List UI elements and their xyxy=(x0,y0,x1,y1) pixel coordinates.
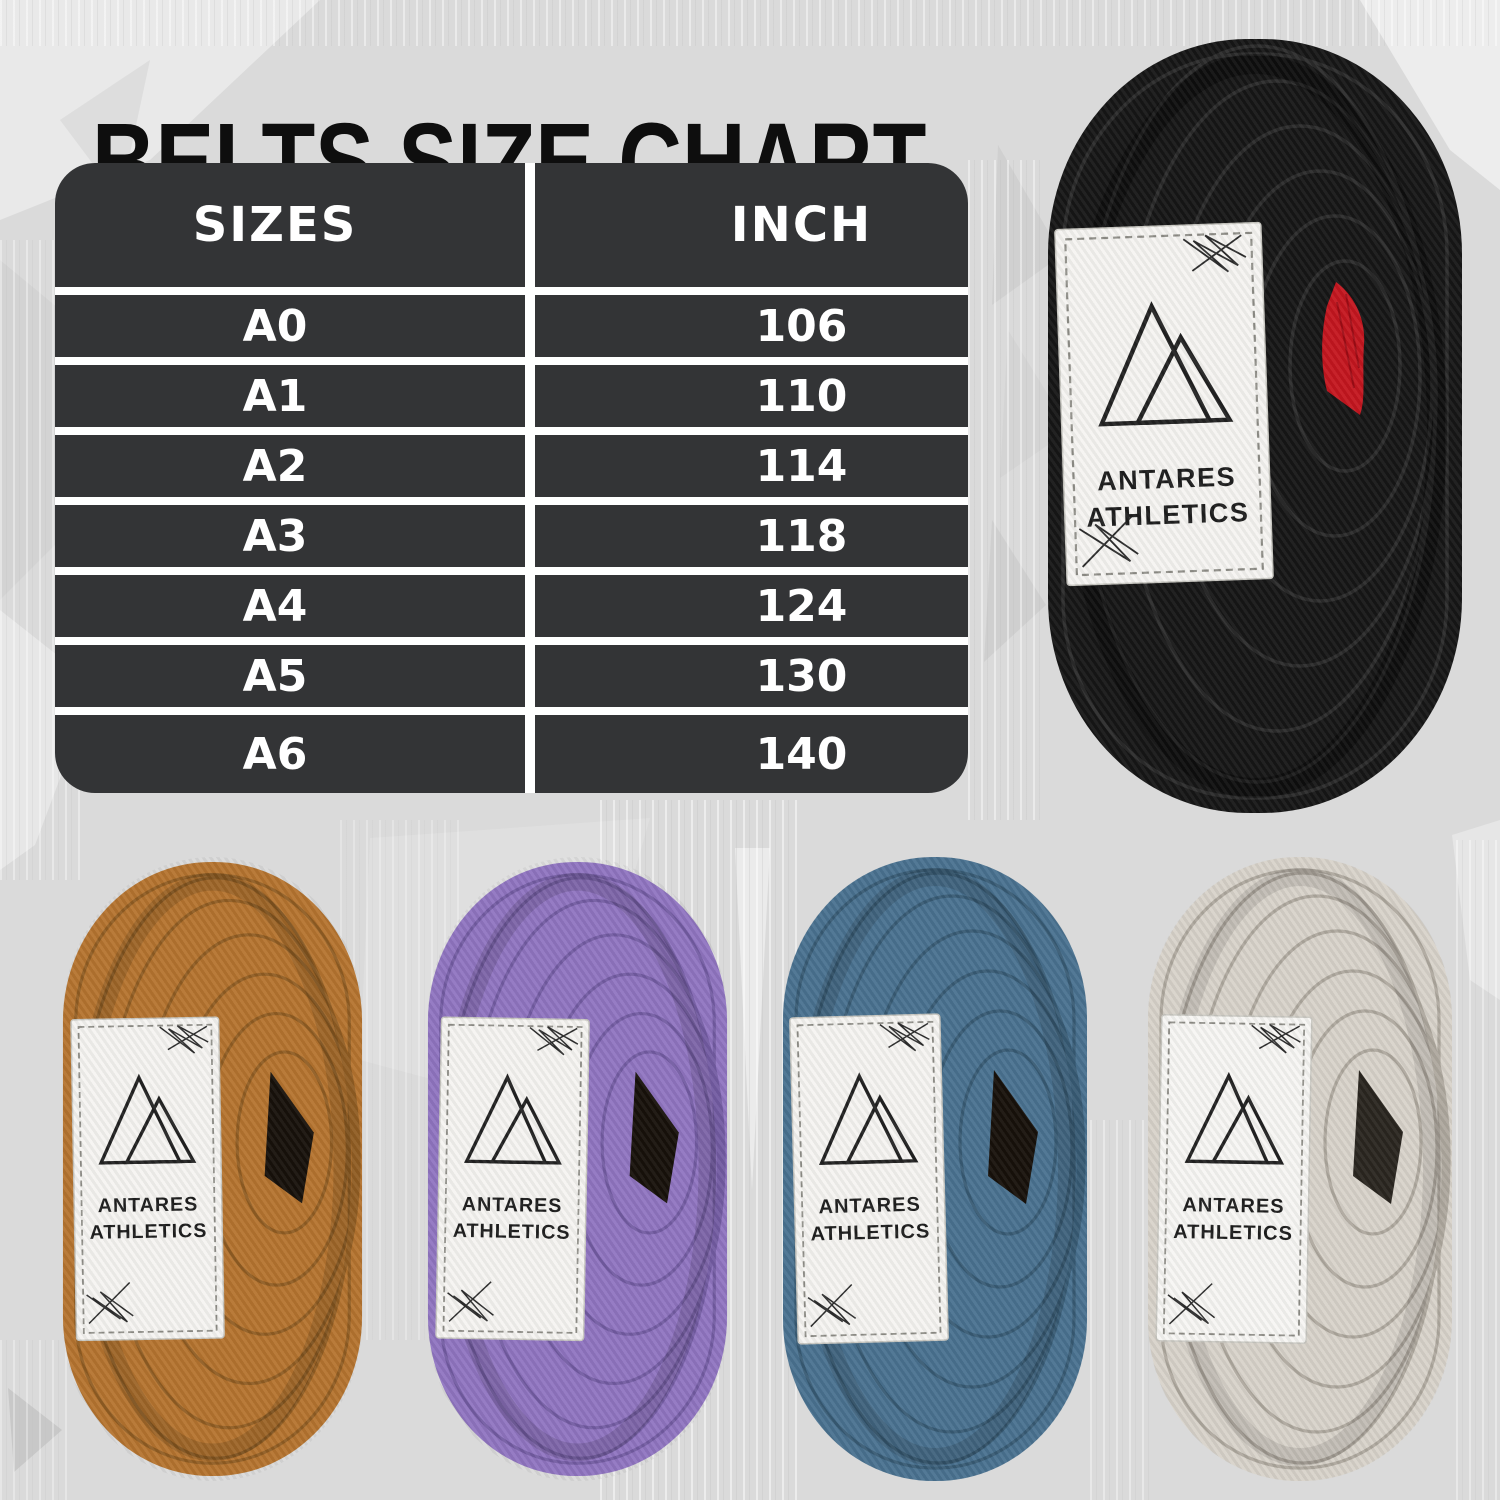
size-value: A4 xyxy=(242,580,308,632)
brand-label: ANTARES ATHLETICS xyxy=(435,1016,590,1342)
label-fabric xyxy=(70,1016,225,1342)
brand-name-line1: ANTARES xyxy=(1097,462,1237,497)
inch-value: 110 xyxy=(755,370,848,422)
belt-center-hole xyxy=(988,1070,1038,1204)
antares-logo-icon xyxy=(463,1073,562,1165)
brand-label: ANTARES ATHLETICS xyxy=(70,1016,225,1342)
table-row: A2 114 xyxy=(55,435,968,497)
header-sizes-label: SIZES xyxy=(192,197,358,253)
table-row: A5 130 xyxy=(55,645,968,707)
label-stitch-border xyxy=(796,1020,942,1338)
brand-label: ANTARES ATHLETICS xyxy=(1054,221,1274,587)
inch-value: 130 xyxy=(755,650,848,702)
size-value: A5 xyxy=(242,650,308,702)
table-row: A4 124 xyxy=(55,575,968,637)
brand-name-line1: ANTARES xyxy=(818,1194,921,1219)
label-fabric xyxy=(1155,1014,1313,1344)
inch-value: 140 xyxy=(755,728,848,780)
belt-center-hole xyxy=(1353,1070,1403,1204)
header-inch-label: INCH xyxy=(730,197,873,253)
table-header-inch: INCH xyxy=(535,163,968,287)
antares-logo-icon xyxy=(1184,1071,1285,1165)
background-streaks xyxy=(0,0,1500,46)
background-streaks xyxy=(0,1340,70,1500)
belt-center-hole xyxy=(264,1071,314,1204)
label-stitch-border xyxy=(442,1023,583,1334)
label-scribble-marks xyxy=(447,1026,579,1322)
belt-center-hole xyxy=(629,1071,679,1204)
antares-logo-icon xyxy=(818,1072,919,1166)
background-streaks xyxy=(1456,840,1500,1500)
brand-name-line2: ATHLETICS xyxy=(453,1220,571,1244)
size-value: A1 xyxy=(242,370,308,422)
white-belt-image: ANTARES ATHLETICS xyxy=(1145,854,1455,1484)
brand-name-line2: ATHLETICS xyxy=(810,1220,930,1245)
background-streaks xyxy=(1090,1120,1150,1500)
table-header-sizes: SIZES xyxy=(55,163,525,287)
black-belt-image: ANTARES ATHLETICS xyxy=(1045,36,1465,816)
size-value: A3 xyxy=(242,510,308,562)
red-rank-bar-texture xyxy=(1336,293,1360,389)
table-row: A0 106 xyxy=(55,295,968,357)
label-stitch-border xyxy=(1162,1021,1306,1337)
inch-value: 114 xyxy=(755,440,848,492)
antares-logo-icon xyxy=(1098,301,1234,427)
table-row: A6 140 xyxy=(55,715,968,793)
inch-value: 124 xyxy=(755,580,848,632)
purple-belt-image: ANTARES ATHLETICS xyxy=(425,854,730,1484)
table-header-row: SIZES INCH xyxy=(55,163,968,287)
label-scribble-marks xyxy=(86,1025,209,1325)
brand-name-line2: ATHLETICS xyxy=(1173,1221,1293,1245)
table-row: A1 110 xyxy=(55,365,968,427)
label-scribble-marks xyxy=(1167,1023,1301,1325)
label-fabric xyxy=(435,1016,590,1342)
brand-name-line1: ANTARES xyxy=(462,1193,563,1217)
label-fabric xyxy=(1054,221,1274,587)
brand-label: ANTARES ATHLETICS xyxy=(1155,1014,1313,1344)
table-row: A3 118 xyxy=(55,505,968,567)
brand-name-line1: ANTARES xyxy=(1182,1194,1285,1218)
label-stitch-border xyxy=(77,1023,218,1334)
brown-belt-image: ANTARES ATHLETICS xyxy=(60,854,365,1484)
antares-logo-icon xyxy=(98,1073,197,1165)
blue-belt-image: ANTARES ATHLETICS xyxy=(780,854,1090,1484)
size-value: A2 xyxy=(242,440,308,492)
brand-label: ANTARES ATHLETICS xyxy=(789,1013,949,1345)
inch-value: 118 xyxy=(755,510,848,562)
red-rank-bar xyxy=(1322,282,1365,415)
size-value: A6 xyxy=(242,728,308,780)
label-fabric xyxy=(789,1013,949,1345)
brand-name-line2: ATHLETICS xyxy=(89,1220,207,1244)
size-value: A0 xyxy=(242,300,308,352)
brand-name-line1: ANTARES xyxy=(98,1193,199,1217)
label-scribble-marks xyxy=(807,1022,930,1328)
size-table: SIZES INCH A0 106 A1 110 A2 114 A3 118 A… xyxy=(55,163,968,793)
label-scribble-marks xyxy=(1078,234,1247,568)
inch-value: 106 xyxy=(755,300,848,352)
brand-name-line2: ATHLETICS xyxy=(1086,497,1250,533)
background-streaks xyxy=(968,160,1044,820)
